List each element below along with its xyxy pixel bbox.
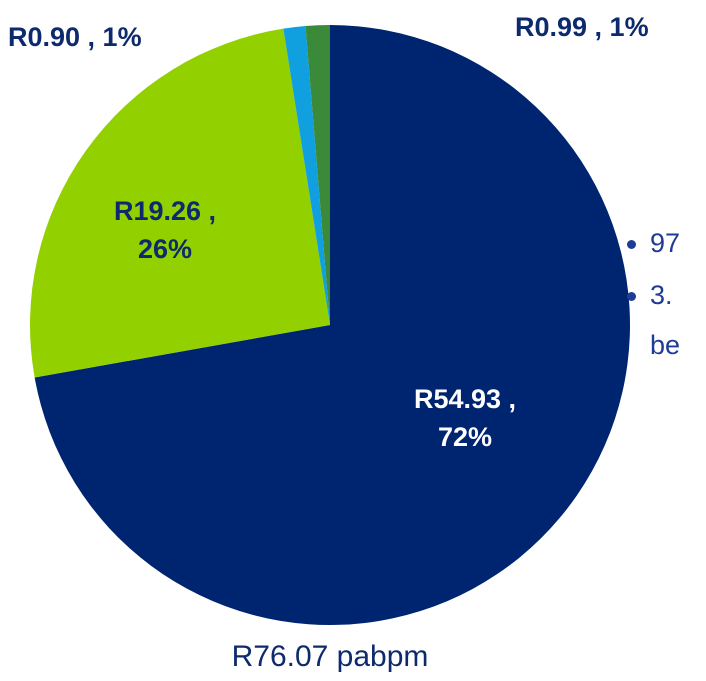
- data-label: R19.26 , 26%: [113, 196, 217, 264]
- note: be: [650, 330, 681, 360]
- caption: R76.07 pabpm: [231, 640, 429, 673]
- data-label: R0.99 , 1%: [515, 12, 649, 42]
- bullet: [627, 240, 636, 249]
- pie-slice: [305, 25, 330, 325]
- pie-slice: [34, 25, 631, 625]
- pie-slice: [30, 28, 331, 378]
- note: 97: [650, 228, 681, 258]
- bullet: [627, 292, 636, 301]
- pie-slice: [283, 26, 330, 325]
- data-label: R0.90 , 1%: [8, 22, 142, 52]
- note: 3.: [650, 280, 673, 310]
- data-label: R54.93 , 72%: [413, 384, 517, 452]
